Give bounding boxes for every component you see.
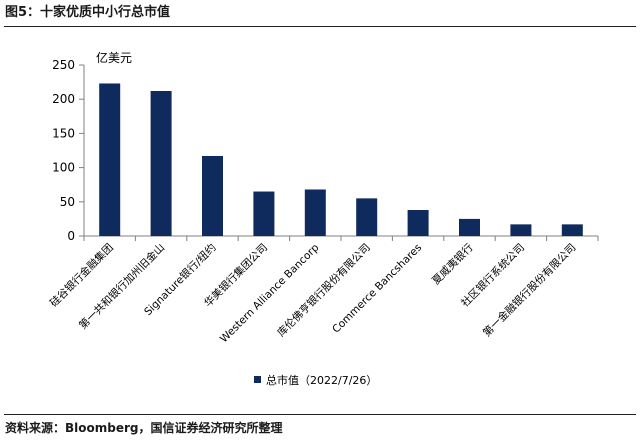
y-tick-label-1: 50 (60, 195, 75, 209)
y-tick-label-3: 150 (52, 126, 75, 140)
y-tick-label-4: 200 (52, 92, 75, 106)
y-tick-label-0: 0 (67, 229, 75, 243)
y-unit-label: 亿美元 (96, 50, 132, 65)
bar-7 (407, 210, 429, 236)
y-tick-label-5: 250 (52, 58, 75, 72)
bar-2 (150, 90, 172, 236)
source-rule (4, 414, 636, 415)
bar-4 (253, 191, 275, 236)
legend-swatch (254, 376, 261, 383)
x-category-label-7: Commerce Bancshares (330, 242, 424, 336)
x-category-label-8: 夏威夷银行 (429, 241, 476, 288)
title-rule (4, 26, 636, 27)
bar-8 (459, 218, 480, 236)
x-category-label-6: 库伦佛亨银行股份有限公司 (275, 241, 373, 339)
x-category-label-2: 第一共和银行加州旧金山 (76, 241, 167, 332)
bar-9 (510, 224, 532, 236)
bar-10 (561, 224, 583, 236)
bar-1 (99, 83, 121, 236)
x-category-label-10: 第一金融银行股份有限公司 (480, 241, 578, 339)
bar-6 (356, 198, 378, 236)
x-category-label-5: Western Alliance Bancorp (218, 241, 322, 345)
bar-3 (202, 155, 223, 236)
bar-5 (304, 189, 326, 236)
y-tick-label-2: 100 (52, 161, 75, 175)
legend-label: 总市值（2022/7/26） (266, 373, 377, 387)
source-note: 资料来源：Bloomberg，国信证券经济研究所整理 (5, 421, 283, 435)
figure-title: 图5：十家优质中小行总市值 (5, 5, 171, 20)
